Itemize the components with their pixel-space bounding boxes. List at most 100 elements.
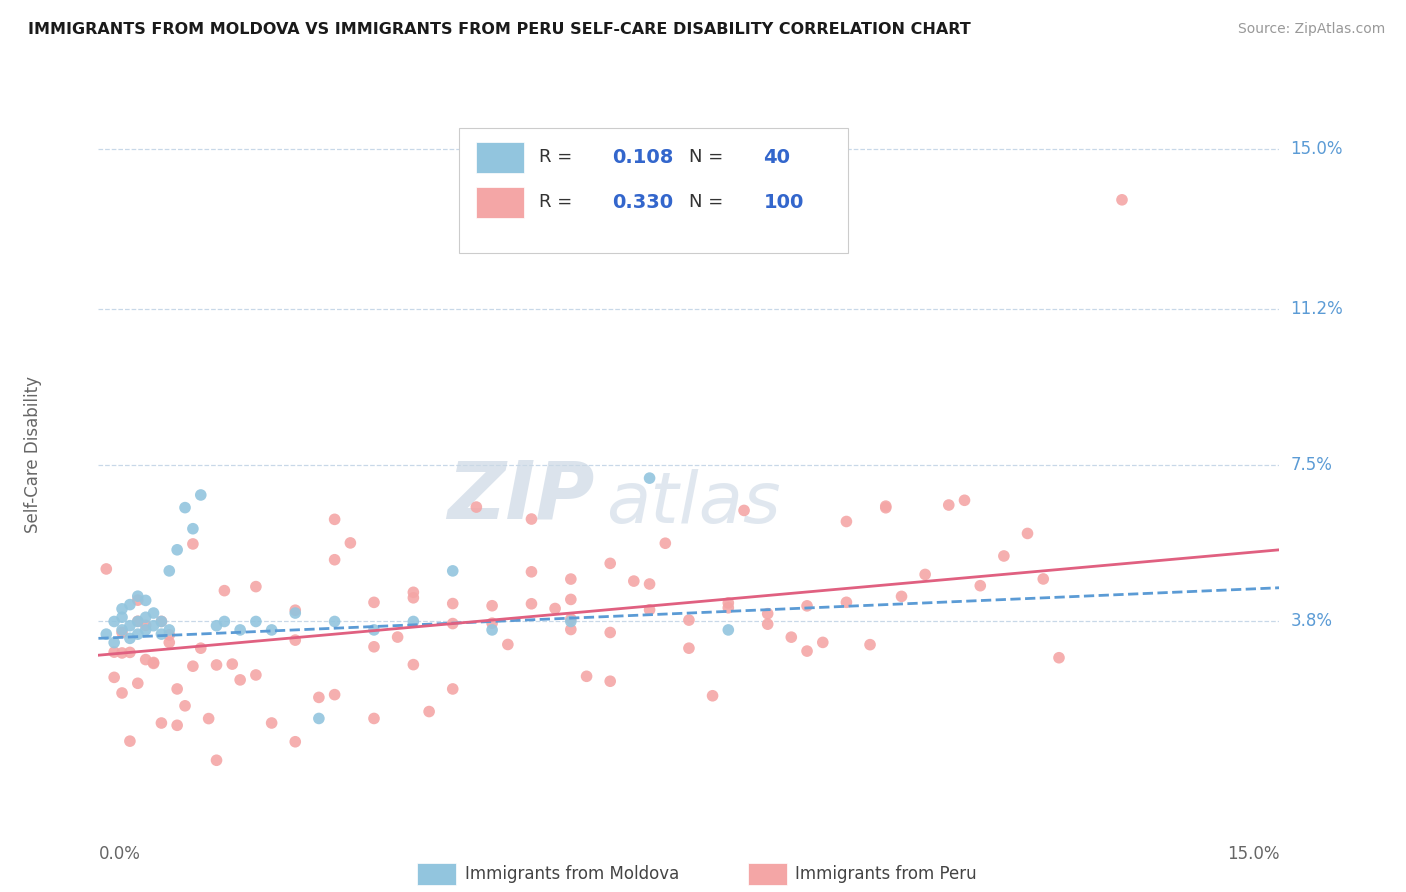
Point	[174, 698, 197, 713]
Point	[181, 522, 204, 536]
Point	[284, 606, 307, 620]
Point	[229, 673, 252, 687]
Point	[142, 618, 165, 632]
Point	[520, 597, 543, 611]
Point	[756, 607, 779, 621]
Text: R =: R =	[538, 194, 578, 211]
Point	[150, 716, 173, 731]
Point	[717, 623, 740, 637]
Point	[323, 615, 346, 629]
Point	[103, 635, 125, 649]
Point	[1047, 650, 1070, 665]
Point	[127, 615, 149, 629]
Text: 0.108: 0.108	[612, 148, 673, 167]
Text: 15.0%: 15.0%	[1291, 140, 1343, 158]
Point	[938, 498, 960, 512]
Point	[835, 515, 858, 529]
Point	[150, 615, 173, 629]
Point	[969, 579, 991, 593]
Point	[402, 657, 425, 672]
Point	[111, 625, 134, 640]
Text: 11.2%: 11.2%	[1291, 301, 1343, 318]
Point	[135, 623, 157, 637]
Point	[197, 712, 219, 726]
Text: Immigrants from Moldova: Immigrants from Moldova	[464, 864, 679, 883]
Point	[245, 615, 267, 629]
Point	[205, 753, 228, 767]
Point	[520, 512, 543, 526]
Point	[157, 623, 180, 637]
Point	[229, 623, 252, 637]
Text: 40: 40	[763, 148, 790, 167]
Point	[859, 638, 882, 652]
Point	[560, 615, 582, 629]
Point	[323, 688, 346, 702]
Text: 100: 100	[763, 193, 804, 212]
Text: IMMIGRANTS FROM MOLDOVA VS IMMIGRANTS FROM PERU SELF-CARE DISABILITY CORRELATION: IMMIGRANTS FROM MOLDOVA VS IMMIGRANTS FR…	[28, 22, 972, 37]
Point	[363, 640, 385, 654]
Point	[441, 616, 464, 631]
Text: 3.8%: 3.8%	[1291, 613, 1333, 631]
Point	[465, 500, 488, 514]
Point	[780, 630, 803, 644]
Point	[953, 493, 976, 508]
Point	[796, 644, 818, 658]
Point	[111, 610, 134, 624]
Point	[544, 601, 567, 615]
Point	[1111, 193, 1133, 207]
Point	[260, 716, 283, 731]
Point	[796, 599, 818, 613]
Point	[678, 641, 700, 656]
Point	[150, 615, 173, 629]
Point	[127, 676, 149, 690]
Point	[142, 657, 165, 671]
Text: Immigrants from Peru: Immigrants from Peru	[796, 864, 977, 883]
Text: 15.0%: 15.0%	[1227, 845, 1279, 863]
Point	[638, 603, 661, 617]
Point	[260, 623, 283, 637]
Point	[284, 735, 307, 749]
Point	[103, 670, 125, 684]
Text: R =: R =	[538, 148, 578, 166]
Point	[560, 572, 582, 586]
Point	[284, 603, 307, 617]
Point	[284, 633, 307, 648]
Point	[142, 606, 165, 620]
Point	[496, 638, 519, 652]
Text: 0.0%: 0.0%	[98, 845, 141, 863]
Point	[166, 681, 188, 696]
Point	[221, 657, 243, 672]
Point	[103, 615, 125, 629]
Point	[733, 503, 755, 517]
Point	[127, 627, 149, 641]
Point	[363, 623, 385, 637]
Point	[166, 542, 188, 557]
Point	[993, 549, 1015, 563]
Point	[150, 627, 173, 641]
Point	[127, 589, 149, 603]
Point	[308, 711, 330, 725]
Point	[875, 499, 897, 513]
Text: atlas: atlas	[606, 469, 780, 538]
Text: Self-Care Disability: Self-Care Disability	[24, 376, 42, 533]
Point	[441, 681, 464, 696]
Point	[157, 628, 180, 642]
Point	[339, 536, 361, 550]
Point	[702, 689, 724, 703]
Point	[118, 598, 141, 612]
Point	[441, 564, 464, 578]
Point	[560, 623, 582, 637]
Text: N =: N =	[689, 148, 723, 166]
Point	[363, 711, 385, 725]
Text: N =: N =	[689, 194, 723, 211]
Point	[481, 599, 503, 613]
Point	[103, 645, 125, 659]
Point	[441, 597, 464, 611]
FancyBboxPatch shape	[458, 128, 848, 253]
FancyBboxPatch shape	[748, 863, 787, 885]
Point	[481, 623, 503, 637]
Point	[118, 632, 141, 646]
Text: Source: ZipAtlas.com: Source: ZipAtlas.com	[1237, 22, 1385, 37]
Point	[638, 471, 661, 485]
Point	[914, 567, 936, 582]
